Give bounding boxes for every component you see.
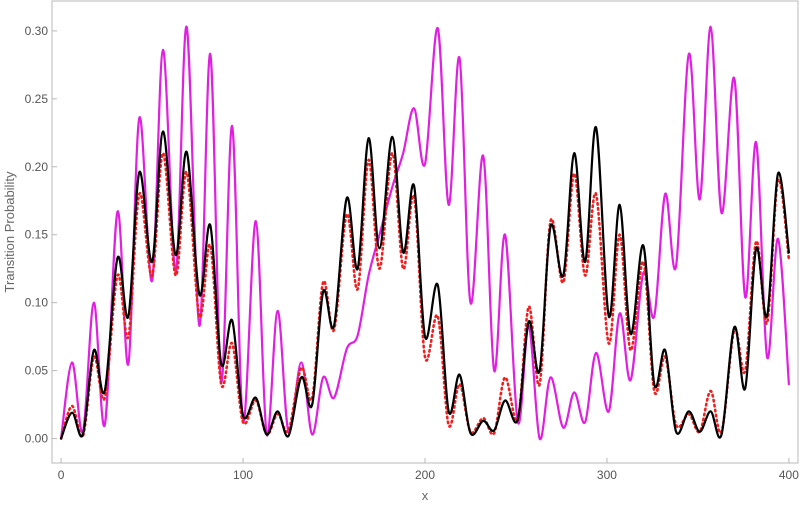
- x-tick-label: 300: [597, 468, 617, 482]
- series-layer: [59, 25, 791, 441]
- x-tick-label: 0: [58, 468, 65, 482]
- y-tick-label: 0.25: [25, 92, 49, 106]
- y-tick-label: 0.10: [25, 296, 49, 310]
- y-axis-ticks: 0.00 0.05 0.10 0.15 0.20 0.25 0.30: [25, 24, 57, 446]
- series-line-red-dotted: [59, 151, 791, 440]
- x-tick-label: 400: [779, 468, 799, 482]
- y-tick-label: 0.30: [25, 24, 49, 38]
- y-tick-label: 0.15: [25, 228, 49, 242]
- series-line-magenta: [60, 25, 790, 441]
- x-tick-label: 100: [233, 468, 253, 482]
- y-tick-label: 0.00: [25, 432, 49, 446]
- series-line-black: [60, 126, 790, 440]
- x-axis-title: x: [422, 488, 429, 503]
- y-tick-label: 0.20: [25, 160, 49, 174]
- y-tick-label: 0.05: [25, 364, 49, 378]
- y-axis-title: Transition Probability: [2, 171, 17, 292]
- x-axis-ticks: 0 100 200 300 400: [58, 458, 799, 482]
- x-tick-label: 200: [415, 468, 435, 482]
